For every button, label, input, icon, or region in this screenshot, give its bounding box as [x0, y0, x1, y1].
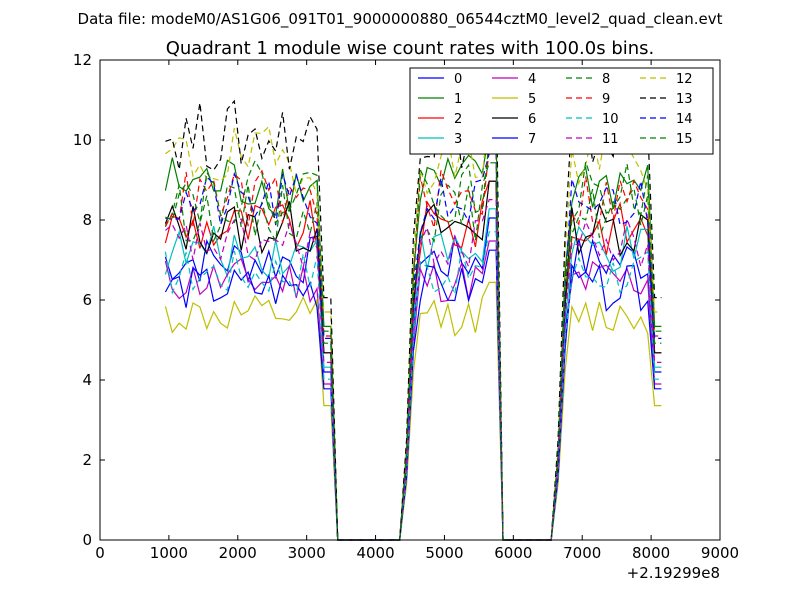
legend-label-10: 10 [602, 112, 619, 127]
x-tick-label: 1000 [150, 544, 188, 562]
series-line-9 [164, 148, 662, 541]
legend-label-13: 13 [676, 92, 693, 107]
y-tick-label: 2 [82, 451, 92, 469]
legend-label-12: 12 [676, 72, 693, 87]
series-line-12 [165, 102, 662, 541]
legend-box [409, 67, 714, 155]
x-tick-label: 8000 [632, 544, 670, 562]
legend-label-9: 9 [602, 92, 610, 107]
y-tick-label: 0 [82, 531, 92, 549]
series-line-7 [164, 249, 662, 541]
y-tick-label: 6 [82, 291, 92, 309]
y-tick-label: 10 [73, 131, 92, 149]
series-line-15 [165, 139, 662, 541]
x-tick-label: 6000 [494, 544, 532, 562]
x-tick-label: 4000 [356, 544, 394, 562]
legend-label-2: 2 [454, 112, 462, 127]
legend-label-1: 1 [454, 92, 462, 107]
x-tick-label: 5000 [425, 544, 463, 562]
y-tick-label: 12 [73, 51, 92, 69]
x-tick-label: 2000 [219, 544, 257, 562]
legend-label-3: 3 [454, 132, 462, 147]
legend-label-7: 7 [528, 132, 536, 147]
legend-label-4: 4 [528, 72, 536, 87]
axis-ticks: 0 1000 2000 3000 4000 5000 6000 7000 8000 9000 0 2 4… [73, 51, 739, 562]
legend-label-14: 14 [676, 112, 693, 127]
legend-label-0: 0 [454, 72, 462, 87]
series-line-5 [164, 281, 662, 541]
x-offset-label: +2.19299e8 [627, 564, 720, 582]
legend-label-8: 8 [602, 72, 610, 87]
x-tick-label: 7000 [563, 544, 601, 562]
x-tick-label: 0 [95, 544, 105, 562]
y-tick-label: 4 [82, 371, 92, 389]
x-tick-label: 9000 [701, 544, 739, 562]
legend-label-5: 5 [528, 92, 536, 107]
data-file-label: Data file: modeM0/AS1G06_091T01_90000008… [78, 10, 723, 29]
series-line-11 [165, 199, 662, 541]
legend-label-6: 6 [528, 112, 536, 127]
x-tick-label: 3000 [288, 544, 326, 562]
series-line-1 [164, 130, 662, 541]
legend-label-15: 15 [676, 132, 693, 147]
y-tick-label: 8 [82, 211, 92, 229]
legend-label-11: 11 [602, 132, 619, 147]
chart-title: Quadrant 1 module wise count rates with … [166, 38, 655, 59]
series-line-10 [164, 231, 662, 541]
